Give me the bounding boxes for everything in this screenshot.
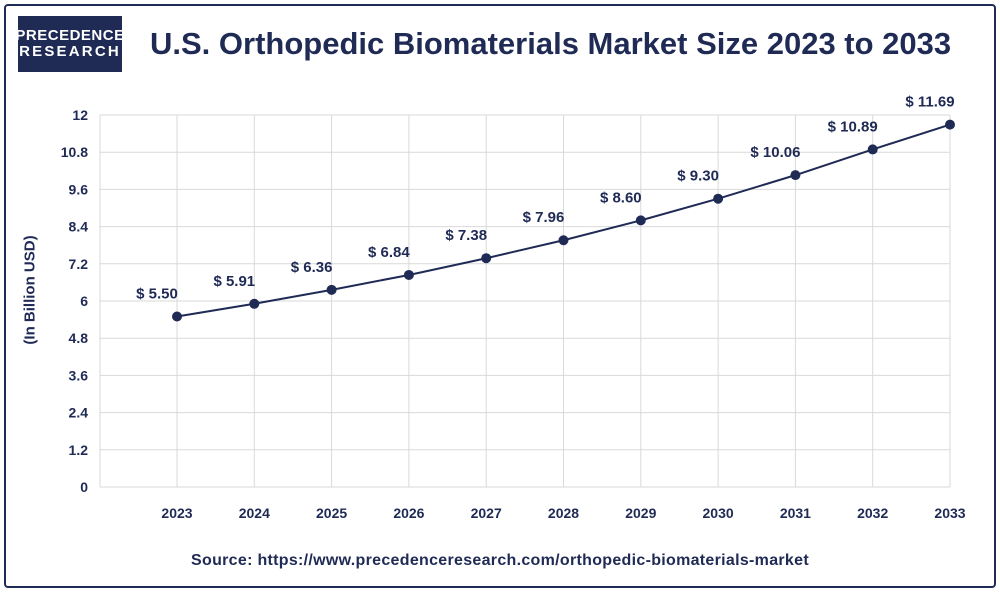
data-label: $ 5.91 — [213, 273, 255, 290]
y-tick-label: 1.2 — [69, 442, 89, 458]
x-tick-label: 2033 — [934, 505, 965, 521]
brand-line-1: PRECEDENCE — [15, 27, 125, 45]
data-label: $ 6.84 — [368, 244, 410, 261]
y-tick-label: 8.4 — [69, 219, 89, 235]
data-point — [945, 119, 955, 130]
data-point — [326, 284, 337, 295]
source-note: Source: https://www.precedenceresearch.c… — [191, 552, 809, 569]
y-tick-label: 0 — [80, 479, 88, 495]
chart-title: U.S. Orthopedic Biomaterials Market Size… — [150, 26, 952, 61]
data-point — [867, 144, 878, 155]
data-point — [558, 235, 569, 246]
y-tick-label: 9.6 — [69, 181, 89, 197]
y-tick-label: 12 — [72, 107, 88, 123]
data-label: $ 10.89 — [828, 118, 878, 135]
x-tick-label: 2028 — [548, 505, 579, 521]
data-label: $ 5.50 — [136, 286, 178, 303]
data-point — [635, 215, 646, 226]
chart-frame — [4, 4, 996, 588]
data-point — [790, 170, 801, 181]
brand-logo: PRECEDENCE RESEARCH — [15, 16, 125, 72]
x-tick-label: 2024 — [239, 505, 270, 521]
data-point — [403, 269, 414, 280]
y-tick-label: 3.6 — [69, 367, 89, 383]
brand-line-2: RESEARCH — [19, 43, 121, 60]
y-tick-label: 4.8 — [69, 330, 89, 346]
data-label: $ 11.69 — [905, 94, 954, 111]
data-label: $ 9.30 — [677, 168, 719, 185]
x-tick-label: 2025 — [316, 505, 347, 521]
y-tick-label: 2.4 — [69, 405, 89, 421]
data-point — [172, 311, 182, 322]
y-tick-label: 6 — [80, 293, 88, 309]
data-point — [249, 298, 260, 309]
y-tick-label: 7.2 — [69, 256, 89, 272]
y-tick-label: 10.8 — [61, 144, 88, 160]
data-point — [713, 193, 724, 204]
x-tick-label: 2030 — [703, 505, 734, 521]
data-label: $ 7.96 — [523, 209, 565, 226]
x-tick-label: 2026 — [393, 505, 424, 521]
x-tick-label: 2032 — [857, 505, 888, 521]
data-label: $ 8.60 — [600, 189, 642, 206]
x-tick-label: 2031 — [780, 505, 811, 521]
data-label: $ 6.36 — [291, 259, 333, 276]
x-tick-label: 2029 — [625, 505, 656, 521]
data-label: $ 7.38 — [445, 227, 487, 244]
x-tick-label: 2027 — [471, 505, 502, 521]
x-tick-label: 2023 — [161, 505, 192, 521]
data-point — [481, 253, 492, 264]
data-label: $ 10.06 — [750, 144, 800, 161]
